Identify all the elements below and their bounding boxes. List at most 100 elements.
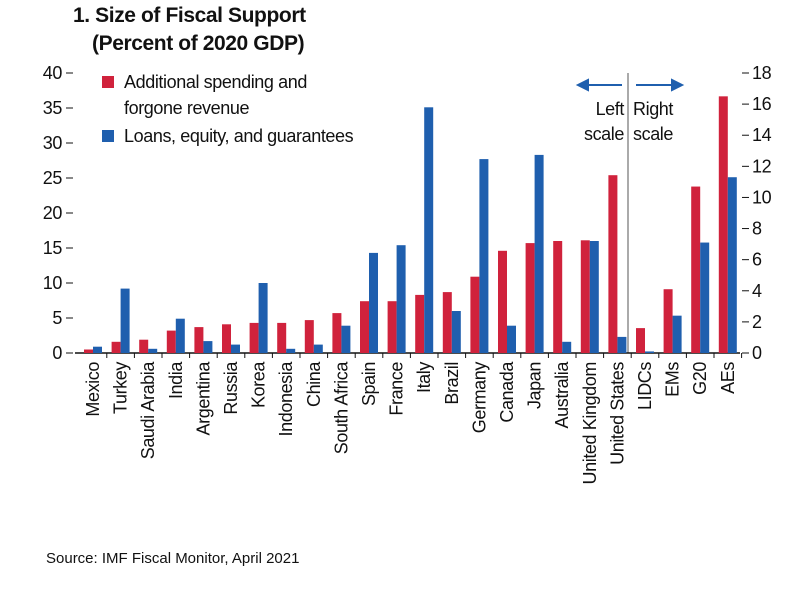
chart-subtitle: (Percent of 2020 GDP) <box>92 32 304 55</box>
bar <box>617 336 627 353</box>
bar <box>194 327 204 353</box>
bar <box>286 348 296 353</box>
bar <box>139 339 149 353</box>
x-tick-label: EMs <box>663 362 683 397</box>
bar <box>84 349 93 353</box>
legend-label: Loans, equity, and guarantees <box>124 126 354 146</box>
y2-tick-label: 4 <box>752 281 762 301</box>
annotation: Right scale <box>633 99 673 144</box>
x-tick-label: Russia <box>221 361 241 415</box>
x-tick-label: China <box>304 361 324 407</box>
y-tick-label: 25 <box>43 168 63 188</box>
chart-title: 1. Size of Fiscal Support <box>73 4 306 27</box>
x-tick-label: Spain <box>359 362 379 406</box>
x-tick-label: Mexico <box>83 362 103 417</box>
bar <box>562 341 572 353</box>
x-tick-label: United States <box>607 362 627 465</box>
source: Source: IMF Fiscal Monitor, April 2021 <box>46 550 299 567</box>
bar <box>415 294 425 353</box>
x-tick-label: Australia <box>552 361 572 429</box>
bar <box>691 186 701 353</box>
bar <box>304 320 314 353</box>
x-tick-label: AEs <box>718 362 738 394</box>
y2-tick-label: 14 <box>752 125 772 145</box>
y-tick-label: 40 <box>43 63 63 83</box>
bar <box>534 154 544 353</box>
y-tick-label: 35 <box>43 98 63 118</box>
y2-tick-label: 10 <box>752 187 772 207</box>
bar <box>332 313 342 353</box>
x-tick-label: Indonesia <box>276 361 296 437</box>
bar <box>525 243 535 353</box>
annotation: Left scale <box>584 99 624 144</box>
bar <box>249 322 259 353</box>
bar <box>672 315 682 353</box>
legend-swatch <box>102 130 114 142</box>
y2-tick-label: 6 <box>752 250 762 270</box>
x-tick-label: United Kingdom <box>580 362 600 484</box>
bar <box>396 245 406 353</box>
y-tick-label: 15 <box>43 238 63 258</box>
bar <box>608 175 618 353</box>
bar <box>369 252 378 353</box>
bar <box>175 318 185 353</box>
y2-tick-label: 0 <box>752 343 762 363</box>
bar <box>424 107 434 353</box>
bar <box>718 96 728 353</box>
bar <box>277 322 287 353</box>
bar <box>663 289 673 353</box>
y2-tick-label: 8 <box>752 219 762 239</box>
bar <box>451 311 461 353</box>
y2-tick-label: 18 <box>752 63 772 83</box>
bar <box>120 288 130 353</box>
bar <box>645 351 654 353</box>
bar <box>442 292 452 353</box>
arrows <box>575 78 685 92</box>
x-tick-label: LIDCs <box>635 362 655 410</box>
legend-label: Additional spending and forgone revenue <box>124 72 307 118</box>
x-tick-label: India <box>166 361 186 399</box>
x-tick-label: Italy <box>414 362 434 393</box>
x-tick-label: Korea <box>249 361 269 408</box>
legend-swatch <box>102 76 114 88</box>
x-tick-label: G20 <box>690 362 710 395</box>
bar <box>589 241 599 353</box>
bar <box>341 325 351 353</box>
bar <box>222 324 231 353</box>
bar <box>479 159 489 353</box>
bar <box>470 276 480 353</box>
x-tick-label: Argentina <box>193 361 213 436</box>
y-tick-label: 30 <box>43 133 63 153</box>
x-tick-label: Japan <box>525 362 545 409</box>
bar <box>360 301 369 353</box>
y-tick-label: 5 <box>52 308 62 328</box>
y-tick-label: 20 <box>43 203 63 223</box>
bar <box>93 346 102 353</box>
bar <box>111 341 121 353</box>
bar <box>258 283 268 353</box>
bar <box>636 328 645 353</box>
y-tick-label: 0 <box>52 343 62 363</box>
x-tick-label: Germany <box>469 362 489 434</box>
bar <box>313 344 323 353</box>
y2-tick-label: 2 <box>752 312 762 332</box>
bar <box>387 301 397 353</box>
bar <box>727 177 737 353</box>
bar <box>700 242 710 353</box>
bar <box>580 240 590 353</box>
bar <box>507 325 516 353</box>
bar <box>166 330 176 353</box>
bar <box>148 348 158 353</box>
x-tick-label: Turkey <box>111 362 131 414</box>
x-tick-label: South Africa <box>331 361 351 455</box>
bar <box>553 241 563 353</box>
bar <box>231 344 240 353</box>
x-tick-label: Saudi Arabia <box>138 361 158 460</box>
y2-tick-label: 16 <box>752 94 772 114</box>
y2-tick-label: 12 <box>752 156 772 176</box>
x-tick-label: Brazil <box>442 362 462 405</box>
bar <box>498 250 507 353</box>
x-tick-label: Canada <box>497 361 517 423</box>
